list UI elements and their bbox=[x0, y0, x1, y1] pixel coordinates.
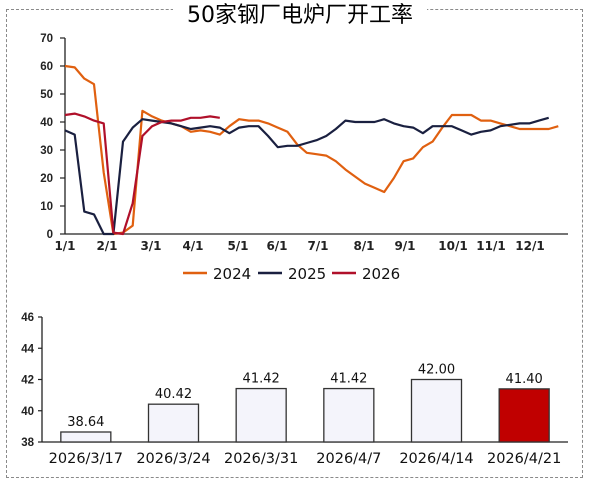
legend-label-2025: 2025 bbox=[288, 265, 326, 283]
series-line-2025 bbox=[64, 116, 550, 236]
legend-label-2026: 2026 bbox=[362, 265, 400, 283]
bar-y-tick-label: 38 bbox=[21, 437, 34, 449]
x-tick-label: 8/1 bbox=[353, 239, 374, 253]
bar-2026/4/14: 42.00 2026/4/14 bbox=[399, 363, 473, 468]
x-tick-label: 12/1 bbox=[515, 239, 544, 253]
y-tick-label: 20 bbox=[40, 173, 53, 185]
bar-value-label: 40.42 bbox=[155, 387, 192, 402]
bar-category-label: 2026/4/7 bbox=[316, 451, 381, 467]
bar-y-tick-label: 40 bbox=[21, 406, 34, 418]
bar-rect bbox=[235, 387, 287, 443]
y-tick-label: 10 bbox=[40, 201, 53, 213]
legend-label-2024: 2024 bbox=[213, 265, 251, 283]
legend: 2024 2025 2026 bbox=[183, 265, 400, 283]
line-chart: 0 10 20 30 40 50 60 70 1/1 2/1 3/1 4/1 5/1 6/1 7/1 8/1 9… bbox=[40, 33, 568, 283]
bar-2026/3/24: 40.42 2026/3/24 bbox=[136, 387, 210, 467]
y-tick-label: 50 bbox=[40, 89, 53, 101]
bar-2026/3/17: 38.64 2026/3/17 bbox=[49, 415, 123, 467]
bar-value-label: 38.64 bbox=[67, 415, 104, 430]
bar-category-label: 2026/3/31 bbox=[224, 451, 298, 467]
y-tick-label: 30 bbox=[40, 145, 53, 157]
x-tick-label: 1/1 bbox=[54, 239, 75, 253]
bar-rect bbox=[147, 403, 200, 443]
y-tick-label: 40 bbox=[40, 117, 53, 129]
bar-rect bbox=[60, 431, 112, 443]
bar-value-label: 41.42 bbox=[243, 372, 280, 387]
bar-y-tick-label: 44 bbox=[21, 343, 34, 355]
bar-category-label: 2026/4/21 bbox=[487, 451, 561, 467]
chart-title-text: 50家钢厂电炉厂开工率 bbox=[173, 3, 427, 28]
series-line-2026 bbox=[64, 112, 220, 236]
bar-2026/4/7: 41.42 2026/4/7 bbox=[316, 372, 381, 467]
bar-value-label: 41.42 bbox=[330, 372, 367, 387]
x-tick-label: 3/1 bbox=[140, 239, 161, 253]
y-tick-label: 60 bbox=[40, 61, 53, 73]
x-tick-label: 2/1 bbox=[96, 239, 117, 253]
bar-category-label: 2026/3/17 bbox=[49, 451, 123, 467]
bar-rect bbox=[323, 387, 375, 443]
x-tick-label: 6/1 bbox=[266, 239, 287, 253]
bar-rect bbox=[410, 378, 463, 443]
x-tick-label: 9/1 bbox=[394, 239, 415, 253]
x-tick-label: 11/1 bbox=[476, 239, 505, 253]
y-tick-label: 70 bbox=[40, 33, 53, 45]
x-tick-label: 4/1 bbox=[182, 239, 203, 253]
bar-2026/3/31: 41.42 2026/3/31 bbox=[224, 372, 298, 467]
bar-rect bbox=[498, 388, 550, 443]
x-tick-label: 5/1 bbox=[227, 239, 248, 253]
bar-category-label: 2026/4/14 bbox=[399, 451, 473, 467]
x-tick-label: 7/1 bbox=[307, 239, 328, 253]
bar-2026/4/21: 41.40 2026/4/21 bbox=[487, 372, 561, 467]
chart-title: 50家钢厂电炉厂开工率 bbox=[0, 2, 600, 30]
bar-category-label: 2026/3/24 bbox=[136, 451, 210, 467]
x-tick-label: 10/1 bbox=[438, 239, 467, 253]
bar-y-tick-label: 42 bbox=[21, 375, 34, 387]
bar-value-label: 41.40 bbox=[506, 372, 543, 387]
bar-y-tick-label: 46 bbox=[21, 312, 34, 324]
series-line-2024 bbox=[64, 64, 559, 236]
bar-value-label: 42.00 bbox=[418, 363, 455, 378]
y-tick-label: 0 bbox=[47, 229, 53, 241]
